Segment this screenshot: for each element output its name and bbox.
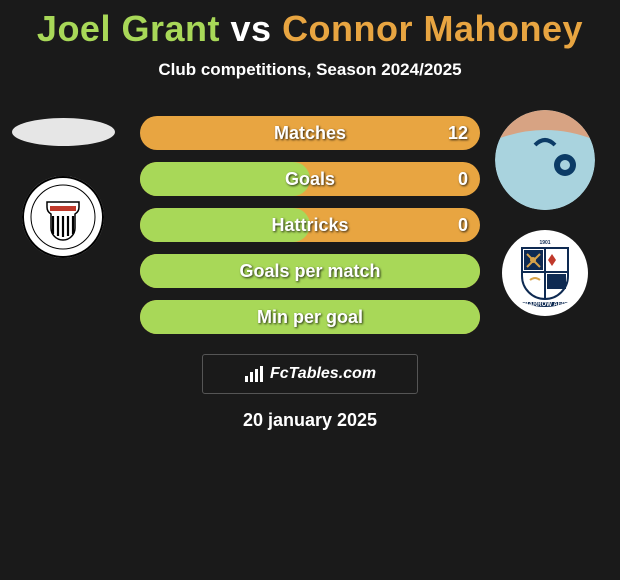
bar-label: Goals (285, 169, 335, 190)
bar-value-right: 12 (448, 123, 468, 144)
bar-label: Matches (274, 123, 346, 144)
bar-value-right: 0 (458, 169, 468, 190)
comparison-chart: 1901 BARROW AFC Matches12Goals0Hattricks… (0, 116, 620, 336)
player1-club-crest (22, 176, 104, 258)
bar-row: Min per goal (140, 300, 480, 334)
bar-row: Matches 12 (140, 116, 480, 150)
barrow-crest-icon: 1901 BARROW AFC (502, 230, 588, 316)
bar-label: Hattricks (271, 215, 348, 236)
bar-list: Matches 12 Goals 0 Hattricks 0 Goals per match… (140, 116, 480, 346)
bar-row: Hattricks 0 (140, 208, 480, 242)
brand-badge: FcTables.com (202, 354, 418, 394)
player2-avatar (495, 110, 595, 210)
vs-text: vs (231, 8, 272, 49)
svg-text:1901: 1901 (539, 240, 550, 246)
player1-name: Joel Grant (37, 8, 220, 49)
subtitle: Club competitions, Season 2024/2025 (0, 60, 620, 80)
player2-name: Connor Mahoney (282, 8, 583, 49)
bar-value-right: 0 (458, 215, 468, 236)
page-title: Joel Grant vs Connor Mahoney (0, 0, 620, 50)
bar-label: Min per goal (257, 307, 363, 328)
player2-column: 1901 BARROW AFC (490, 116, 600, 316)
date-text: 20 january 2025 (0, 410, 620, 431)
player2-club-crest: 1901 BARROW AFC (502, 230, 588, 316)
grimsby-crest-icon (22, 176, 104, 258)
player1-avatar-placeholder (12, 118, 115, 146)
bar-label: Goals per match (239, 261, 380, 282)
brand-text: FcTables.com (270, 365, 376, 383)
player1-column (8, 116, 118, 258)
svg-text:BARROW AFC: BARROW AFC (524, 302, 566, 308)
bar-chart-icon (244, 365, 264, 383)
bar-row: Goals 0 (140, 162, 480, 196)
bar-row: Goals per match (140, 254, 480, 288)
